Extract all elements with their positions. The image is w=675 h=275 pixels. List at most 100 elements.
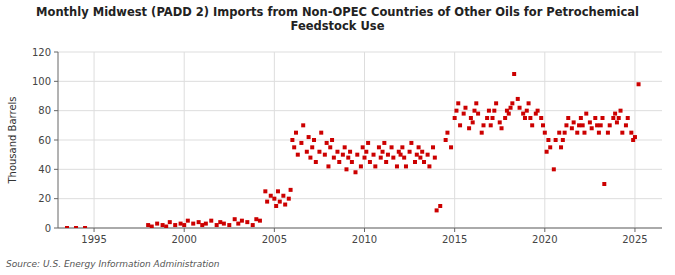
title: Monthly Midwest (PADD 2) Imports from No… <box>36 5 639 33</box>
point <box>350 160 354 164</box>
tick-label-x: 2010 <box>352 234 377 245</box>
point <box>487 109 491 113</box>
point <box>539 116 543 120</box>
chart: Monthly Midwest (PADD 2) Imports from No… <box>0 0 675 275</box>
point <box>463 106 467 110</box>
point <box>570 126 574 130</box>
point <box>364 150 368 154</box>
point <box>492 109 496 113</box>
tick-label-x: 1995 <box>81 234 106 245</box>
point <box>548 145 552 149</box>
point <box>472 109 476 113</box>
point <box>602 182 606 186</box>
title-line: Monthly Midwest (PADD 2) Imports from No… <box>36 5 639 19</box>
tick-x <box>364 228 365 232</box>
point <box>402 156 406 160</box>
point <box>222 222 226 226</box>
point <box>281 194 285 198</box>
point <box>476 112 480 116</box>
point <box>325 141 329 145</box>
point <box>637 82 641 86</box>
point <box>404 164 408 168</box>
grid-line-y <box>58 169 662 170</box>
point <box>227 223 231 227</box>
point <box>453 116 457 120</box>
point <box>382 141 386 145</box>
point <box>590 126 594 130</box>
point <box>215 223 219 227</box>
point <box>395 164 399 168</box>
point <box>629 131 633 135</box>
tick-x <box>544 228 545 232</box>
point <box>341 153 345 157</box>
point <box>469 116 473 120</box>
point <box>581 123 585 127</box>
point <box>197 220 201 224</box>
point <box>541 123 545 127</box>
grid-line-y <box>58 110 662 111</box>
point <box>516 97 520 101</box>
point <box>204 222 208 226</box>
point <box>346 156 350 160</box>
point <box>344 167 348 171</box>
point <box>489 123 493 127</box>
point <box>512 72 516 76</box>
grid-line-x <box>544 52 545 228</box>
point <box>307 135 311 139</box>
point <box>330 138 334 142</box>
point <box>545 150 549 154</box>
point <box>546 138 550 142</box>
point <box>426 153 430 157</box>
point <box>278 200 282 204</box>
point <box>518 106 522 110</box>
point <box>491 116 495 120</box>
point <box>433 156 437 160</box>
point <box>328 145 332 149</box>
point <box>572 120 576 124</box>
point <box>559 145 563 149</box>
point <box>258 219 262 223</box>
point <box>372 153 376 157</box>
y-axis <box>58 52 59 228</box>
point <box>557 131 561 135</box>
point <box>290 138 294 142</box>
point <box>584 112 588 116</box>
tick-label-y: 80 <box>38 105 51 116</box>
point <box>485 116 489 120</box>
point <box>292 145 296 149</box>
grid-line-x <box>184 52 185 228</box>
tick-y <box>54 228 58 229</box>
point <box>269 194 273 198</box>
point <box>624 123 628 127</box>
point <box>209 219 213 223</box>
point <box>373 164 377 168</box>
tick-y <box>54 169 58 170</box>
point <box>530 123 534 127</box>
grid <box>58 52 662 228</box>
grid-line-y <box>58 228 662 229</box>
tick-x <box>94 228 95 232</box>
point <box>348 150 352 154</box>
point <box>287 197 291 201</box>
point <box>633 135 637 139</box>
point <box>391 156 395 160</box>
point <box>289 188 293 192</box>
tick-label-x: 2015 <box>442 234 467 245</box>
point <box>577 123 581 127</box>
point <box>379 156 383 160</box>
point <box>503 116 507 120</box>
point <box>301 123 305 127</box>
point <box>400 145 404 149</box>
point <box>155 222 159 226</box>
point <box>233 217 237 221</box>
point <box>521 112 525 116</box>
tick-label-x: 2020 <box>532 234 557 245</box>
point <box>377 145 381 149</box>
point <box>615 120 619 124</box>
grid-line-y <box>58 198 662 199</box>
point <box>146 223 150 227</box>
point <box>310 145 314 149</box>
point <box>566 116 570 120</box>
point <box>381 150 385 154</box>
point <box>564 123 568 127</box>
